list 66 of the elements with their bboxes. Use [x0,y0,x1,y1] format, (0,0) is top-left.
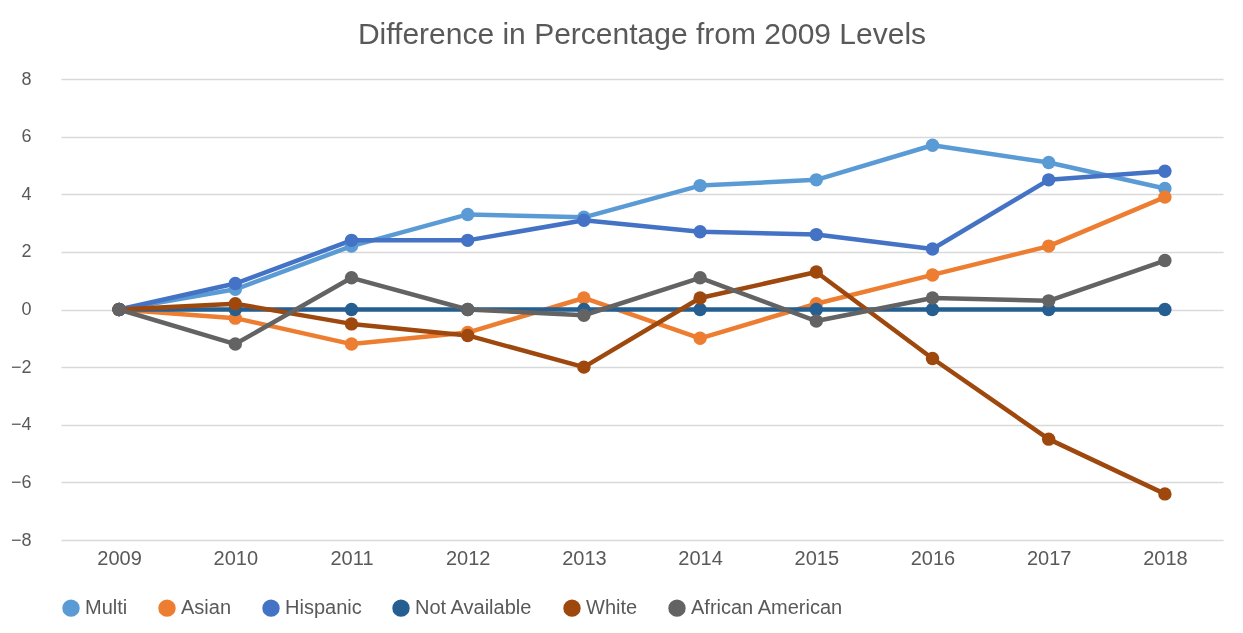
legend-label: Asian [181,596,232,619]
x-tick-label: 2018 [1143,546,1188,569]
point [809,314,824,328]
point [693,331,707,346]
y-tick-label: 4 [21,183,32,204]
point [1158,253,1172,268]
point [344,337,359,351]
legend-label: Multi [85,596,128,619]
point [693,225,707,239]
x-tick-label: 2014 [678,546,723,569]
point [809,173,824,187]
point [460,233,475,248]
y-tick-label: −8 [10,529,32,550]
point [1158,164,1172,178]
point [925,268,940,282]
y-tick-label: −4 [10,414,32,435]
x-tick-label: 2016 [910,546,956,569]
legend-label: African American [691,596,843,619]
point [925,351,940,366]
point [460,207,475,222]
chart-title: Difference in Percentage from 2009 Levels [357,17,927,50]
point [809,265,824,279]
x-tick-label: 2015 [794,546,840,569]
x-tick-label: 2010 [213,546,259,569]
point [925,242,940,256]
y-tick-label: 6 [21,126,32,147]
point [344,302,359,317]
y-tick-label: 2 [21,241,32,262]
point [1041,432,1056,446]
x-tick-label: 2012 [445,546,491,569]
point [344,317,359,331]
point [693,271,707,285]
point [809,302,824,317]
point [693,302,707,317]
y-tick-label: 8 [21,68,32,89]
x-tick-label: 2017 [1026,546,1072,569]
point [228,297,243,311]
legend-label: Hispanic [285,596,362,619]
point [1158,487,1172,501]
point [925,138,940,152]
legend-label: Not Available [415,596,532,619]
point [577,308,591,322]
y-tick-label: −2 [10,356,32,377]
x-tick-label: 2013 [562,546,607,569]
point [344,271,359,285]
point [1041,155,1056,170]
point [228,276,243,291]
point [577,360,591,374]
point [693,291,707,305]
point [809,227,824,242]
x-tick-label: 2009 [97,546,142,569]
point [1041,239,1056,253]
y-tick-label: 0 [21,299,32,319]
point [1041,173,1056,187]
point [1041,294,1056,308]
point [228,337,243,351]
point [1158,190,1172,204]
y-tick-label: −6 [10,471,32,492]
point [577,291,591,305]
point [1158,302,1172,317]
point [693,178,707,193]
x-tick-label: 2011 [330,546,374,569]
point [344,233,359,248]
legend-label: White [586,596,638,619]
point [925,291,940,305]
point [925,302,940,317]
